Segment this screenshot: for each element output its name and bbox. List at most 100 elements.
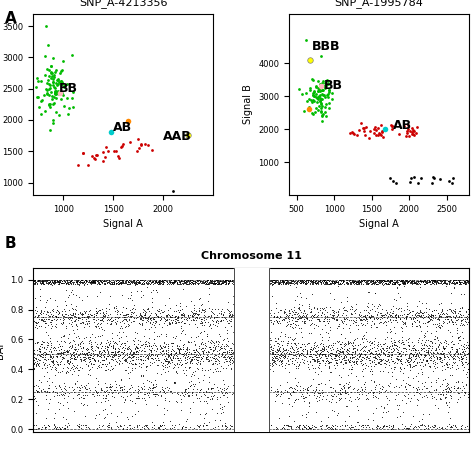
Point	[168, 358, 176, 365]
Point	[123, 280, 131, 288]
Point	[301, 342, 309, 350]
Point	[460, 320, 467, 328]
Point	[178, 395, 185, 402]
Point	[159, 279, 167, 287]
Point	[406, 363, 414, 370]
Point	[294, 340, 301, 347]
Point	[192, 278, 200, 285]
Point	[61, 390, 69, 397]
Point	[309, 314, 316, 321]
Point	[294, 313, 302, 320]
Point	[164, 306, 172, 313]
Point	[423, 384, 431, 392]
Point	[162, 342, 169, 350]
Point	[188, 312, 196, 319]
Point	[203, 276, 210, 284]
Point	[397, 352, 405, 360]
Point	[213, 311, 221, 319]
Point	[449, 355, 457, 362]
Point	[448, 361, 456, 369]
Point	[319, 421, 326, 428]
Point	[293, 422, 301, 429]
Point	[414, 310, 422, 317]
Point	[47, 276, 55, 284]
Point	[406, 278, 414, 285]
Point	[79, 314, 86, 321]
Point	[450, 341, 458, 348]
Point	[434, 342, 442, 350]
Point	[325, 397, 333, 405]
Point	[136, 425, 144, 432]
Point	[155, 423, 163, 431]
Point	[313, 342, 321, 349]
Point	[157, 343, 165, 351]
Point	[370, 393, 377, 400]
Point	[309, 387, 317, 394]
Point	[211, 280, 219, 288]
Point	[78, 279, 85, 286]
Point	[389, 277, 396, 284]
Point	[96, 277, 103, 284]
Point	[407, 382, 414, 389]
Point	[214, 279, 222, 286]
Point	[114, 152, 122, 159]
Point	[207, 338, 214, 345]
Point	[56, 350, 64, 357]
Point	[75, 421, 82, 428]
Point	[135, 354, 142, 361]
Point	[457, 280, 465, 287]
Point	[204, 367, 211, 374]
Point	[400, 340, 407, 347]
Point	[436, 312, 444, 319]
Point	[65, 279, 73, 286]
Point	[212, 279, 219, 286]
Point	[420, 277, 428, 284]
Point	[30, 277, 37, 284]
Point	[436, 324, 444, 332]
Point	[164, 310, 172, 318]
Point	[100, 276, 108, 284]
Point	[404, 306, 411, 313]
Point	[205, 348, 212, 356]
Point	[317, 425, 324, 432]
Point	[104, 421, 112, 428]
Point	[338, 312, 346, 319]
Point	[336, 353, 343, 360]
Point	[330, 278, 338, 285]
Point	[195, 378, 203, 385]
Point	[120, 382, 128, 390]
Point	[369, 312, 376, 319]
Point	[160, 277, 168, 284]
Point	[169, 318, 176, 325]
Point	[381, 352, 388, 359]
Point	[273, 391, 281, 398]
Point	[169, 345, 176, 352]
Point	[309, 279, 317, 286]
Point	[282, 315, 290, 322]
Point	[370, 280, 377, 288]
Point	[456, 278, 463, 285]
Point	[71, 280, 79, 288]
Point	[140, 424, 147, 431]
Point	[54, 361, 62, 368]
Point	[345, 397, 353, 404]
Point	[223, 280, 230, 288]
Point	[439, 276, 447, 284]
Point	[447, 339, 455, 346]
Point	[336, 380, 343, 387]
Point	[438, 367, 446, 374]
Point	[165, 278, 173, 285]
Point	[455, 384, 462, 391]
Point	[449, 276, 457, 284]
Point	[64, 110, 72, 117]
Point	[153, 369, 160, 376]
Point	[367, 278, 374, 285]
Point	[119, 349, 127, 356]
Point	[102, 392, 110, 399]
Point	[126, 278, 133, 285]
Point	[83, 320, 91, 327]
Point	[144, 317, 152, 324]
Point	[179, 346, 186, 353]
Point	[76, 387, 84, 394]
Point	[101, 312, 109, 319]
